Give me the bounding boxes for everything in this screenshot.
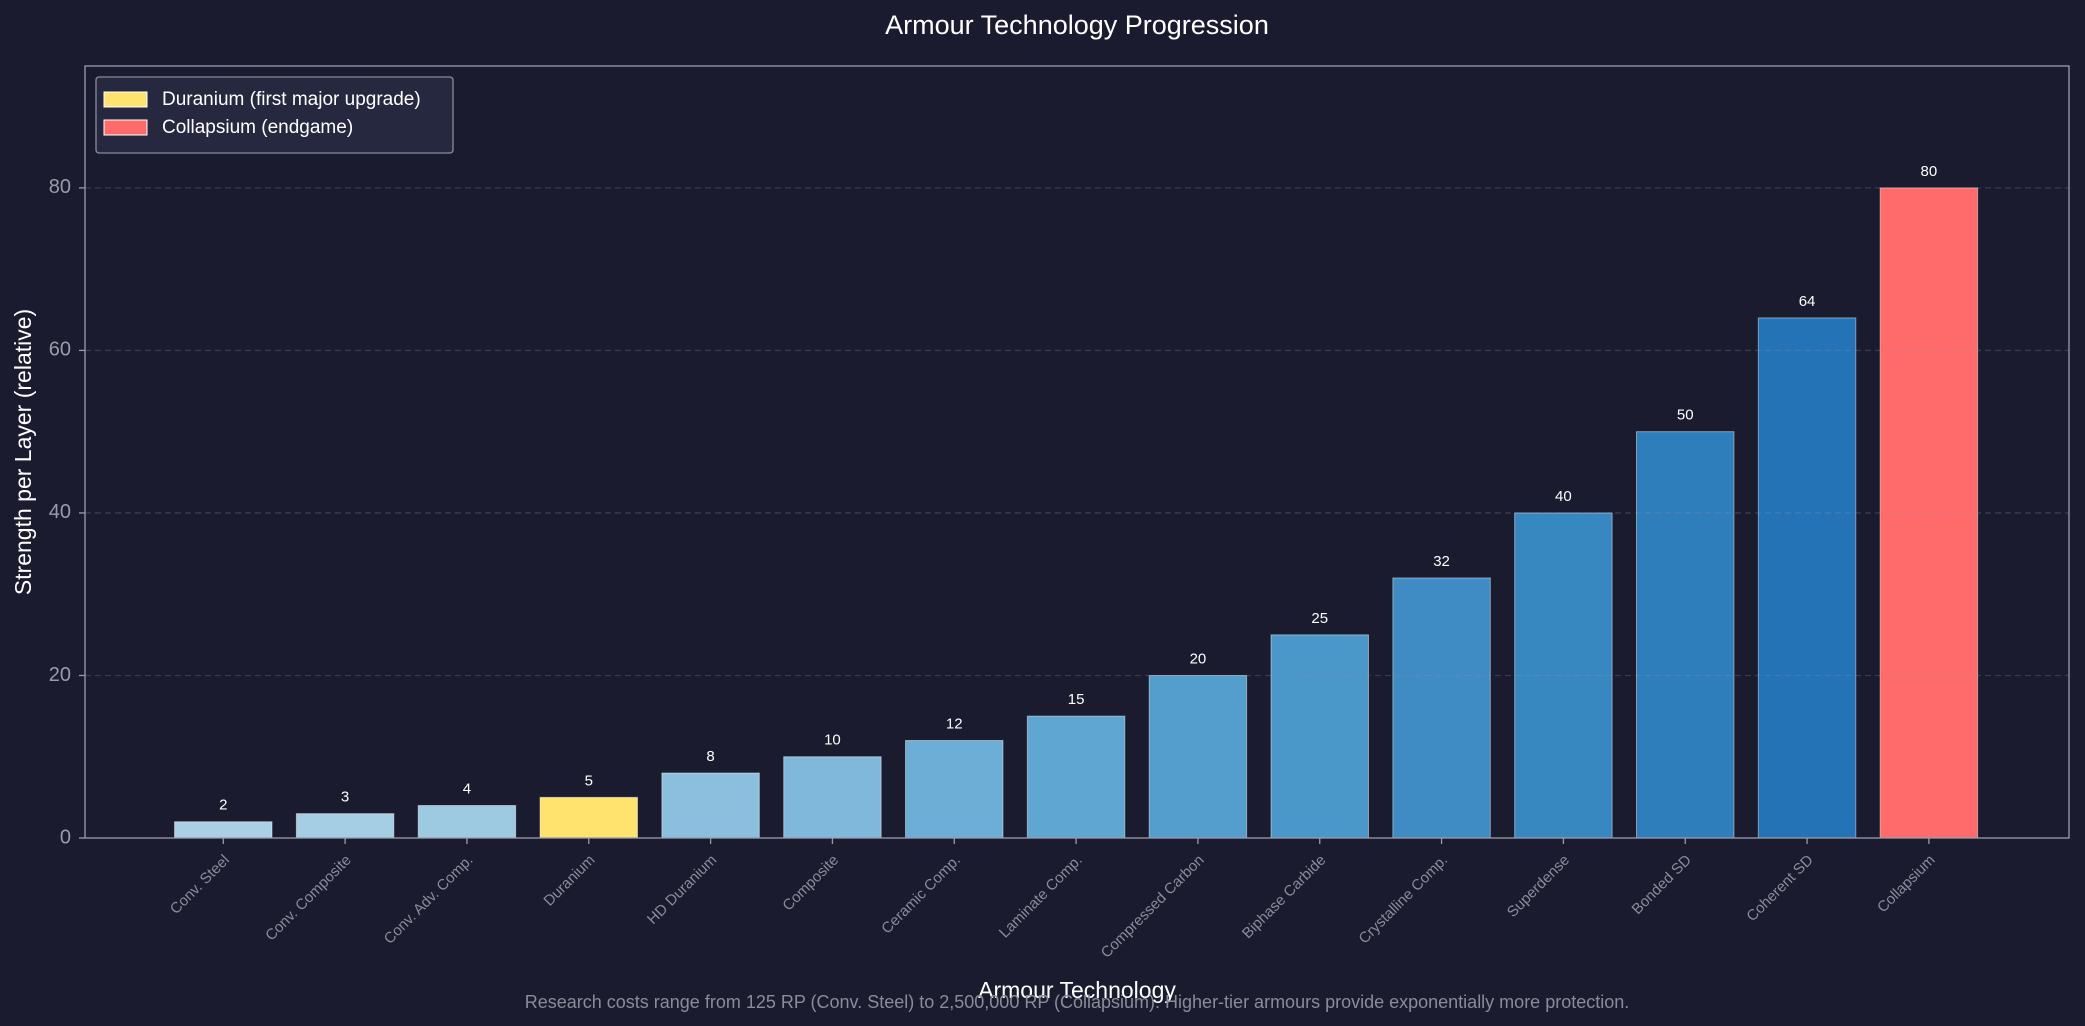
value-label: 10 <box>824 732 841 749</box>
legend-box <box>95 76 454 154</box>
value-label: 64 <box>1799 293 1816 310</box>
y-tick-label: 80 <box>49 176 71 198</box>
x-tick-label: Duranium <box>540 852 598 910</box>
x-tick-label: Laminate Comp. <box>996 852 1086 942</box>
x-tick-label: Collapsium <box>1874 852 1938 916</box>
value-label: 15 <box>1068 691 1085 708</box>
x-tick-label: Biphase Carbide <box>1239 852 1329 942</box>
value-label: 32 <box>1433 553 1450 570</box>
value-label: 50 <box>1677 407 1694 424</box>
bar <box>174 821 273 839</box>
x-tick-label: Coherent SD <box>1743 852 1816 925</box>
bar <box>417 804 517 839</box>
bar <box>905 739 1004 839</box>
y-tick-label: 0 <box>60 826 71 848</box>
value-label: 20 <box>1190 650 1207 667</box>
value-label: 2 <box>219 797 227 814</box>
value-label: 12 <box>946 715 963 732</box>
bar <box>1026 715 1126 839</box>
value-label: 5 <box>585 772 593 789</box>
value-label: 25 <box>1311 610 1328 627</box>
x-tick-label: Crystalline Comp. <box>1355 852 1451 948</box>
x-tick-label: Composite <box>779 852 842 915</box>
legend-swatch <box>103 119 148 136</box>
bar <box>1757 317 1857 839</box>
value-label: 3 <box>341 789 349 806</box>
y-tick-label: 40 <box>49 501 71 523</box>
bar <box>1148 674 1248 839</box>
value-label: 40 <box>1555 488 1572 505</box>
value-label: 4 <box>463 780 471 797</box>
x-tick-label: Ceramic Comp. <box>878 852 964 938</box>
y-axis-label: Strength per Layer (relative) <box>10 309 36 595</box>
bar <box>295 813 395 839</box>
bar <box>783 756 882 839</box>
chart-title: Armour Technology Progression <box>885 10 1269 40</box>
value-label: 8 <box>706 748 714 765</box>
x-tick-label: Compressed Carbon <box>1098 852 1208 962</box>
x-tick-label: Conv. Composite <box>262 852 355 945</box>
x-tick-label: Bonded SD <box>1629 852 1695 918</box>
bar <box>1636 431 1735 839</box>
y-tick-label: 60 <box>49 339 71 361</box>
footnote: Research costs range from 125 RP (Conv. … <box>525 992 1630 1012</box>
bar <box>1879 187 1979 839</box>
y-tick-label: 20 <box>49 664 71 686</box>
legend-label: Collapsium (endgame) <box>162 117 353 138</box>
bars <box>174 187 1979 839</box>
legend-swatch <box>103 91 148 108</box>
x-tick-label: HD Duranium <box>644 852 720 928</box>
x-tick-label: Conv. Adv. Comp. <box>381 852 477 948</box>
bar <box>539 796 638 839</box>
x-axis-label: Armour Technology <box>978 977 1176 1003</box>
bar <box>661 772 760 839</box>
value-label: 80 <box>1921 163 1938 180</box>
legend-label: Duranium (first major upgrade) <box>162 89 421 110</box>
bar <box>1514 512 1613 839</box>
plot-frame <box>84 65 2070 839</box>
x-tick-label: Superdense <box>1504 852 1573 921</box>
x-tick-label: Conv. Steel <box>167 852 233 918</box>
bar <box>1270 634 1369 839</box>
bar <box>1392 577 1491 839</box>
